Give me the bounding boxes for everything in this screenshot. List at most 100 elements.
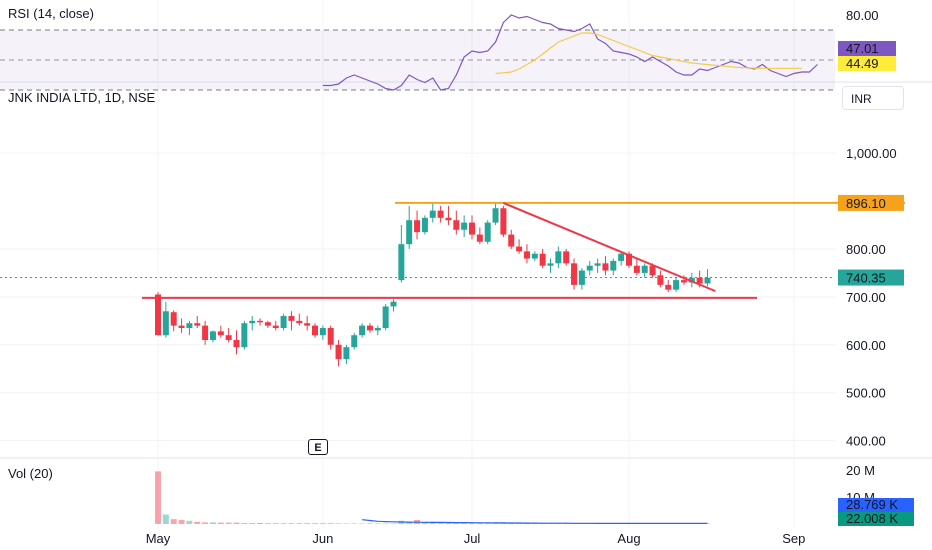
- candle-body: [492, 208, 499, 223]
- volume-bar: [280, 523, 287, 524]
- candle-body: [343, 347, 350, 360]
- candle-body: [476, 234, 483, 242]
- candle-body: [202, 325, 209, 340]
- rsi-ma-label: 44.49: [846, 56, 879, 71]
- volume-bar: [516, 523, 523, 524]
- candle-body: [241, 323, 248, 348]
- volume-bar: [319, 523, 326, 524]
- candle-body: [594, 263, 601, 266]
- volume-bar: [162, 514, 169, 524]
- volume-bar: [508, 523, 515, 524]
- volume-bar: [343, 523, 350, 524]
- x-tick-label: Aug: [617, 531, 640, 546]
- volume-bar: [249, 522, 256, 524]
- currency-button[interactable]: INR: [842, 86, 904, 110]
- candle-body: [319, 328, 326, 336]
- volume-value-label: 28.769 K: [846, 497, 898, 512]
- candle-body: [453, 220, 460, 230]
- candle-body: [539, 253, 546, 266]
- candle-body: [327, 328, 334, 345]
- volume-bar: [445, 523, 452, 524]
- rsi-value-label: 47.01: [846, 41, 879, 56]
- candle-body: [374, 328, 381, 331]
- candle-body: [178, 325, 185, 329]
- volume-bar: [327, 523, 334, 524]
- volume-ma-badge: [838, 512, 914, 526]
- candle-body: [390, 301, 397, 307]
- volume-bar: [437, 523, 444, 524]
- volume-bar: [453, 523, 460, 524]
- volume-bar: [209, 522, 216, 524]
- candle-body: [155, 294, 161, 336]
- volume-bar: [233, 522, 240, 524]
- last-price-label: 740.35: [846, 271, 886, 286]
- price-axis-label: 800.00: [846, 242, 886, 257]
- x-tick-label: May: [146, 531, 171, 546]
- x-tick-label: Jul: [464, 531, 481, 546]
- candle-body: [571, 263, 578, 285]
- resistance-badge: [838, 194, 904, 211]
- candle-body: [421, 217, 428, 233]
- candle-body: [304, 323, 311, 326]
- volume-bar: [531, 523, 538, 524]
- candle-body: [233, 340, 240, 348]
- volume-bar: [523, 523, 530, 524]
- volume-bar: [492, 523, 499, 524]
- candle-body: [586, 265, 593, 271]
- volume-bar: [335, 523, 342, 524]
- candle-body: [688, 277, 695, 283]
- volume-bar: [178, 519, 185, 524]
- candle-body: [626, 253, 632, 266]
- candle-body: [680, 280, 687, 283]
- candle-body: [429, 210, 436, 218]
- price-axis-label: 600.00: [846, 338, 886, 353]
- x-tick-label: Jun: [312, 531, 333, 546]
- candle-body: [704, 277, 711, 284]
- candle-body: [500, 208, 507, 235]
- volume-bar: [225, 522, 232, 524]
- volume-bar: [351, 523, 358, 524]
- volume-bar: [296, 523, 303, 524]
- volume-bar: [374, 523, 381, 524]
- candle-body: [249, 320, 256, 324]
- volume-bar: [366, 523, 373, 524]
- volume-bar: [241, 522, 248, 524]
- volume-pane-title: Vol (20): [8, 466, 53, 481]
- candle-body: [461, 222, 468, 230]
- volume-bar: [382, 523, 389, 524]
- volume-bar: [476, 523, 483, 524]
- candle-body: [209, 331, 216, 340]
- candle-body: [414, 220, 421, 233]
- rsi-ma-line: [495, 32, 802, 75]
- candle-body: [312, 325, 318, 336]
- candle-body: [523, 251, 530, 259]
- rsi-pane-title: RSI (14, close): [8, 6, 94, 21]
- candle-body: [280, 316, 287, 329]
- candle-body: [602, 263, 609, 271]
- candle-body: [445, 217, 452, 221]
- candle-body: [359, 325, 366, 336]
- candle-body: [351, 335, 358, 348]
- price-axis-label: 700.00: [846, 290, 886, 305]
- candle-body: [563, 251, 570, 264]
- candle-body: [633, 265, 640, 273]
- volume-ma-label: 22.008 K: [846, 511, 898, 526]
- candle-body: [366, 325, 373, 331]
- volume-bar: [461, 523, 468, 524]
- volume-bar: [217, 522, 224, 524]
- rsi-line: [322, 14, 818, 91]
- candle-body: [673, 280, 680, 290]
- candle-body: [288, 316, 295, 321]
- volume-bar: [170, 519, 177, 524]
- volume-bar: [194, 521, 201, 524]
- volume-bar: [359, 523, 366, 524]
- candle-body: [272, 325, 279, 329]
- symbol-title: JNK INDIA LTD, 1D, NSE: [8, 90, 156, 105]
- candle-body: [194, 323, 201, 326]
- rsi-value-badge: [838, 41, 896, 56]
- earnings-marker[interactable]: E: [308, 439, 328, 455]
- volume-bar: [469, 523, 475, 524]
- candle-body: [162, 311, 169, 336]
